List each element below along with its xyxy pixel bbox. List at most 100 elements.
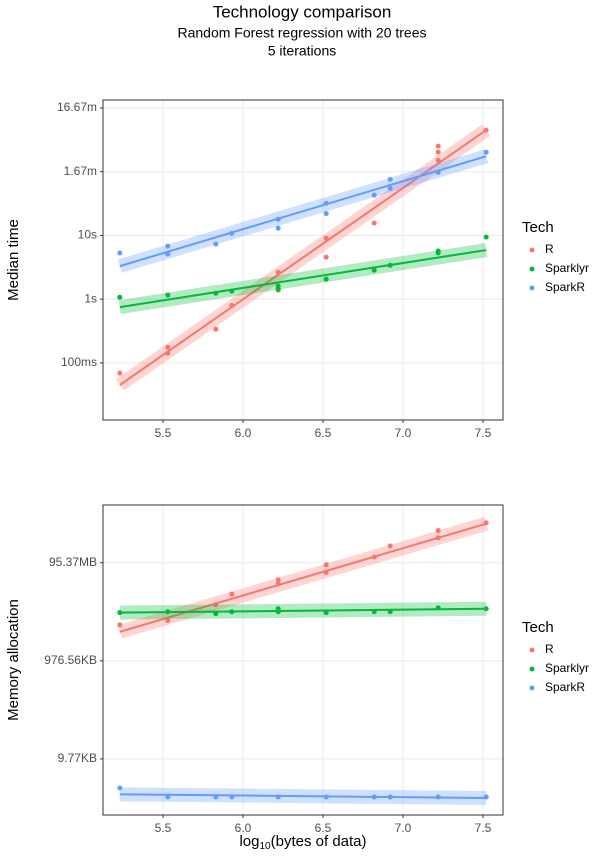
legend-marker (529, 685, 535, 691)
point (165, 609, 171, 615)
point (323, 254, 329, 260)
point (229, 288, 235, 294)
point (323, 211, 329, 217)
point (371, 609, 377, 615)
point (229, 591, 235, 597)
x-tick-label: 6.0 (235, 821, 252, 835)
legend-title: Tech (522, 219, 554, 236)
point (275, 794, 281, 800)
point (387, 185, 393, 191)
x-tick-label: 6.0 (235, 426, 252, 440)
point (165, 350, 171, 356)
y-tick-label: 9.77KB (58, 751, 97, 765)
point (387, 543, 393, 549)
point (323, 276, 329, 282)
y-tick-label: 100ms (61, 355, 97, 369)
point (435, 535, 441, 541)
point (435, 794, 441, 800)
point (435, 605, 441, 611)
x-axis-title-sub: 10 (260, 841, 272, 852)
point (323, 200, 329, 206)
point (117, 370, 123, 376)
trend-line (119, 129, 487, 386)
point (435, 157, 441, 163)
point (435, 528, 441, 534)
point (229, 230, 235, 236)
plot-panel (103, 505, 503, 815)
legend-label: R (545, 242, 554, 256)
x-tick-label: 6.5 (315, 426, 332, 440)
legend-label: Sparklyr (545, 261, 589, 275)
point (483, 127, 489, 133)
trend-line (119, 249, 487, 309)
x-axis-title-part: log (239, 833, 259, 850)
point (117, 294, 123, 300)
point (165, 344, 171, 350)
title: Technology comparison (213, 2, 392, 21)
point (213, 241, 219, 247)
point (229, 609, 235, 615)
point (165, 243, 171, 249)
point (165, 618, 171, 624)
y-tick-label: 976.56KB (44, 653, 97, 667)
point (483, 794, 489, 800)
point (275, 577, 281, 583)
point (117, 610, 123, 616)
point (483, 234, 489, 240)
legend-marker (529, 266, 535, 272)
y-tick-label: 95.37MB (49, 555, 97, 569)
point (165, 292, 171, 298)
y-axis-title: Memory allocation (5, 599, 22, 721)
x-axis-title: log10(bytes of data) (239, 833, 366, 852)
point (275, 286, 281, 292)
legend-marker (529, 666, 535, 672)
point (213, 290, 219, 296)
x-tick-label: 5.5 (155, 426, 172, 440)
point (117, 250, 123, 256)
point (371, 554, 377, 560)
point (275, 581, 281, 587)
point (371, 267, 377, 273)
panel-border (102, 99, 504, 421)
point (323, 570, 329, 576)
trend-line (119, 522, 487, 633)
point (435, 143, 441, 149)
subtitle: 5 iterations (268, 43, 336, 59)
y-axis-title: Median time (5, 219, 22, 301)
trend-line (119, 607, 487, 614)
y-tick-label: 1s (84, 291, 97, 305)
point (275, 225, 281, 231)
legend-label: SparkR (545, 680, 585, 694)
x-tick-label: 7.5 (475, 821, 492, 835)
x-tick-label: 5.5 (155, 821, 172, 835)
point (323, 235, 329, 241)
legend-marker (529, 247, 535, 253)
legend-marker (529, 285, 535, 291)
y-tick-label: 1.67m (64, 164, 97, 178)
point (165, 251, 171, 257)
point (229, 794, 235, 800)
x-axis-title-part: (bytes of data) (271, 833, 367, 850)
subtitle: Random Forest regression with 20 trees (178, 25, 427, 41)
legend-label: Sparklyr (545, 661, 589, 675)
x-tick-label: 7.5 (475, 426, 492, 440)
point (275, 609, 281, 615)
y-tick-label: 10s (78, 228, 97, 242)
point (323, 610, 329, 616)
point (213, 794, 219, 800)
point (387, 609, 393, 615)
x-tick-label: 7.0 (395, 426, 412, 440)
point (213, 326, 219, 332)
legend-marker (529, 647, 535, 653)
legend-label: SparkR (545, 280, 585, 294)
panel-border (102, 504, 504, 816)
point (435, 149, 441, 155)
point (371, 220, 377, 226)
point (229, 302, 235, 308)
point (435, 169, 441, 175)
point (275, 269, 281, 275)
point (117, 785, 123, 791)
point (387, 262, 393, 268)
point (483, 149, 489, 155)
point (213, 611, 219, 617)
